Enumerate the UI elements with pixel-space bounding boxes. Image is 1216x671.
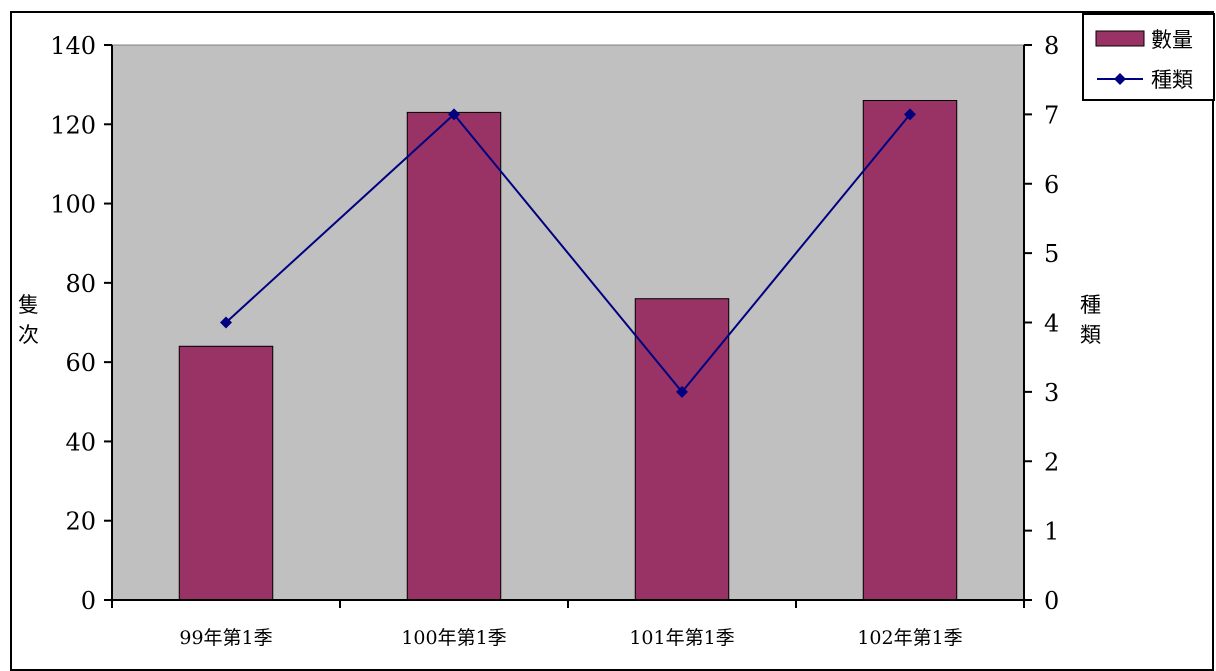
line-point [904,108,916,121]
legend-box [1082,13,1215,101]
y2-axis-title: 種類 [1080,293,1101,347]
y-axis-title: 隻次 [18,293,39,347]
series-line [225,112,911,394]
left-tick-label: 60 [65,349,96,377]
x-tick-label: 100年第1季 [401,627,506,649]
left-tick-label: 0 [81,587,96,615]
bar [178,345,274,601]
line-point [676,385,688,398]
left-axis-ticks: 0 20 40 60 80 100 120 140 [50,32,112,615]
legend-diamond-marker [1114,73,1126,85]
x-axis-ticks: 99年第1季 100年第1季 101年第1季 102年第1季 [111,600,1025,649]
x-tick-label: 102年第1季 [857,627,962,649]
legend-swatch-bar [1095,30,1145,47]
legend-label-bar: 數量 [1151,28,1193,52]
x-tick-label: 101年第1季 [629,627,734,649]
x-tick-label: 99年第1季 [179,627,272,649]
right-tick-label: 1 [1044,518,1059,546]
left-tick-label: 140 [50,32,96,60]
bar [862,100,958,601]
legend-label-line: 種類 [1151,68,1193,92]
right-tick-label: 0 [1044,587,1059,615]
right-tick-label: 6 [1044,171,1059,199]
right-tick-label: 2 [1044,448,1059,476]
right-tick-label: 5 [1044,240,1059,268]
right-axis-ticks: 0 1 2 3 4 5 6 7 8 [1024,32,1059,615]
left-tick-label: 40 [65,428,96,456]
left-tick-label: 20 [65,508,96,536]
bar [406,111,502,601]
right-tick-label: 8 [1044,32,1059,60]
line-series [220,108,916,398]
right-tick-label: 3 [1044,379,1059,407]
right-tick-label: 7 [1044,101,1059,129]
left-tick-label: 100 [50,191,96,219]
line-point [220,316,232,329]
line-point [448,108,460,121]
bar [634,298,730,601]
legend: 數量 種類 [1082,13,1215,101]
left-tick-label: 120 [50,111,96,139]
right-tick-label: 4 [1044,310,1059,338]
left-tick-label: 80 [65,270,96,298]
